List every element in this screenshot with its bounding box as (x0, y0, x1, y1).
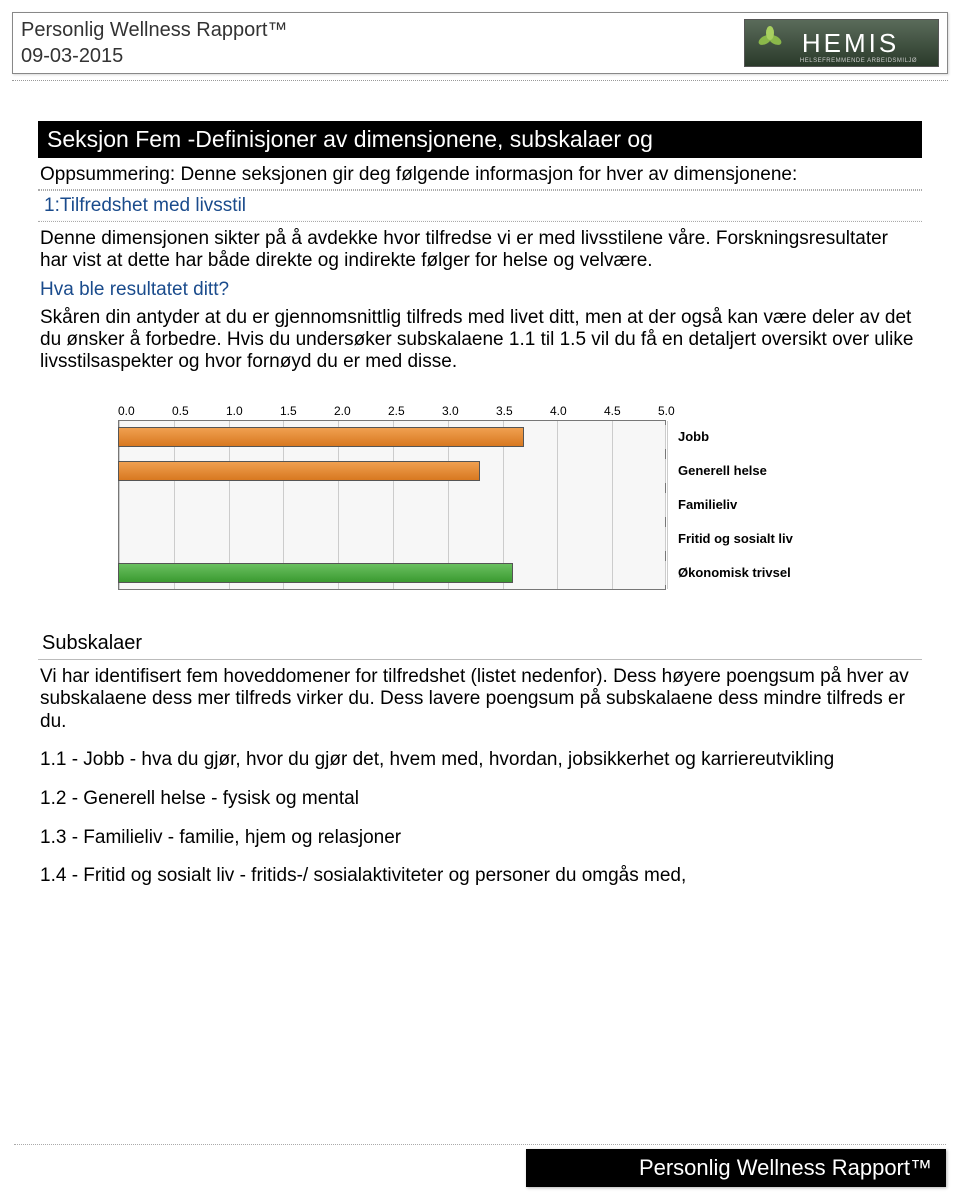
chart-bar (118, 563, 513, 583)
dimension-title: 1:Tilfredshet med livsstil (38, 190, 922, 222)
subscale-item: 1.2 - Generell helse - fysisk og mental (38, 778, 922, 817)
chart-bars: Jobb Generell helse Familieliv Fritid og so… (118, 420, 793, 590)
logo-text: HEMIS (802, 28, 899, 59)
report-date: 09-03-2015 (21, 43, 287, 69)
chart-tick: 0.5 (172, 404, 226, 418)
section-summary: Oppsummering: Denne seksjonen gir deg fø… (38, 158, 922, 190)
subscale-item: 1.4 - Fritid og sosialt liv - fritids-/ … (38, 855, 922, 894)
footer-title: Personlig Wellness Rapport™ (526, 1149, 946, 1187)
chart-bar-label: Familieliv (678, 497, 737, 512)
leaf-icon (755, 26, 785, 50)
chart-bar-label: Økonomisk trivsel (678, 565, 791, 580)
logo-subtext: HELSEFREMMENDE ARBEIDSMILJØ (787, 58, 930, 64)
page-footer: Personlig Wellness Rapport™ (14, 1144, 946, 1187)
chart-row: Jobb (118, 420, 793, 454)
section-title: Seksjon Fem -Definisjoner av dimensjonen… (38, 121, 922, 158)
chart-bar-label: Jobb (678, 429, 709, 444)
header-left: Personlig Wellness Rapport™ 09-03-2015 (21, 17, 287, 69)
subscale-list: 1.1 - Jobb - hva du gjør, hvor du gjør d… (38, 739, 922, 894)
chart-tick: 3.0 (442, 404, 496, 418)
dimension-body: Denne dimensjonen sikter på å avdekke hv… (38, 222, 922, 275)
chart-tick: 3.5 (496, 404, 550, 418)
result-body: Skåren din antyder at du er gjennomsnitt… (38, 301, 922, 376)
subscale-body: Vi har identifisert fem hoveddomener for… (38, 660, 922, 739)
content: Seksjon Fem -Definisjoner av dimensjonen… (0, 81, 960, 904)
hemis-logo: HEMIS HELSEFREMMENDE ARBEIDSMILJØ (744, 19, 939, 67)
chart-tick: 4.0 (550, 404, 604, 418)
chart-row: Generell helse (118, 454, 793, 488)
chart-bar (118, 427, 524, 447)
report-title: Personlig Wellness Rapport™ (21, 17, 287, 43)
subscale-item: 1.3 - Familieliv - familie, hjem og rela… (38, 817, 922, 856)
chart-tick: 4.5 (604, 404, 658, 418)
subscale-chart: 0.00.51.01.52.02.53.03.54.04.55.0 Jobb Ge… (118, 404, 858, 590)
chart-tick: 2.0 (334, 404, 388, 418)
chart-bar (118, 461, 480, 481)
result-question: Hva ble resultatet ditt? (38, 275, 922, 301)
chart-tick: 1.0 (226, 404, 280, 418)
chart-tick: 0.0 (118, 404, 172, 418)
page-header: Personlig Wellness Rapport™ 09-03-2015 H… (12, 12, 948, 74)
subscale-item: 1.1 - Jobb - hva du gjør, hvor du gjør d… (38, 739, 922, 778)
page: Personlig Wellness Rapport™ 09-03-2015 H… (0, 12, 960, 1201)
chart-tick: 5.0 (658, 404, 712, 418)
chart-bar-label: Generell helse (678, 463, 767, 478)
chart-rows: Jobb Generell helse Familieliv Fritid og so… (118, 420, 858, 590)
subscale-heading: Subskalaer (38, 630, 922, 660)
chart-row: Økonomisk trivsel (118, 556, 793, 590)
chart-bar-label: Fritid og sosialt liv (678, 531, 793, 546)
chart-tick: 2.5 (388, 404, 442, 418)
chart-tick: 1.5 (280, 404, 334, 418)
chart-row: Fritid og sosialt liv (118, 522, 793, 556)
chart-x-ticks: 0.00.51.01.52.02.53.03.54.04.55.0 (118, 404, 858, 418)
chart-row: Familieliv (118, 488, 793, 522)
